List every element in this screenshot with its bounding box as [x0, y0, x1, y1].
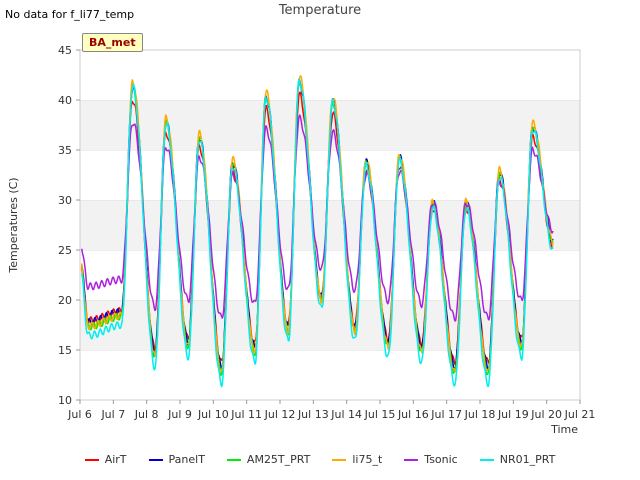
- grid-band: [80, 350, 580, 400]
- no-data-message: No data for f_li77_temp: [5, 8, 135, 21]
- x-tick-label: Jul 8: [134, 408, 159, 421]
- x-tick-label: Jul 7: [100, 408, 125, 421]
- chart-title: Temperature: [278, 3, 362, 18]
- legend: AirT PanelT AM25T_PRT li75_t Tsonic NR01…: [0, 453, 640, 466]
- y-tick-label: 45: [58, 44, 72, 57]
- x-tick-label: Jul 9: [167, 408, 192, 421]
- legend-label: Tsonic: [424, 453, 458, 466]
- grid-band: [80, 250, 580, 300]
- x-tick-label: Jul 16: [397, 408, 429, 421]
- legend-swatch: [226, 458, 241, 461]
- legend-item-nr01-prt: NR01_PRT: [479, 453, 556, 466]
- legend-label: li75_t: [352, 453, 383, 466]
- legend-item-am25t-prt: AM25T_PRT: [226, 453, 311, 466]
- x-tick-label: Jul 20: [530, 408, 562, 421]
- legend-item-panelt: PanelT: [148, 453, 205, 466]
- y-tick-label: 30: [58, 194, 72, 207]
- x-tick-label: Jul 12: [264, 408, 296, 421]
- x-tick-label: Jul 19: [497, 408, 529, 421]
- x-tick-label: Jul 18: [464, 408, 496, 421]
- y-tick-label: 25: [58, 244, 72, 257]
- legend-swatch: [148, 458, 163, 461]
- x-tick-label: Jul 14: [330, 408, 362, 421]
- legend-swatch: [332, 458, 347, 461]
- legend-label: NR01_PRT: [499, 453, 556, 466]
- x-tick-label: Jul 11: [230, 408, 262, 421]
- x-tick-label: Jul 10: [197, 408, 229, 421]
- x-tick-label: Jul 15: [364, 408, 396, 421]
- y-tick-label: 10: [58, 394, 72, 407]
- legend-swatch: [479, 458, 494, 461]
- grid-band: [80, 50, 580, 100]
- legend-label: AM25T_PRT: [246, 453, 311, 466]
- legend-item-airt: AirT: [84, 453, 127, 466]
- x-tick-label: Jul 13: [297, 408, 329, 421]
- x-tick-label: Jul 21: [564, 408, 596, 421]
- y-tick-label: 35: [58, 144, 72, 157]
- x-axis-label: Time: [550, 423, 578, 436]
- legend-label: PanelT: [168, 453, 205, 466]
- plot-frame: [79, 49, 581, 401]
- grid-band: [80, 300, 580, 350]
- y-tick-label: 20: [58, 294, 72, 307]
- x-tick-label: Jul 6: [67, 408, 92, 421]
- legend-label: AirT: [104, 453, 127, 466]
- legend-swatch: [404, 458, 419, 461]
- legend-swatch: [84, 458, 99, 461]
- y-tick-label: 15: [58, 344, 72, 357]
- legend-item-tsonic: Tsonic: [404, 453, 458, 466]
- site-badge: BA_met: [82, 33, 143, 52]
- y-tick-label: 40: [58, 94, 72, 107]
- y-axis-label: Temperatures (C): [7, 177, 20, 273]
- x-tick-label: Jul 17: [430, 408, 462, 421]
- series-line-nr01-prt: [80, 78, 554, 388]
- legend-item-li75-t: li75_t: [332, 453, 382, 466]
